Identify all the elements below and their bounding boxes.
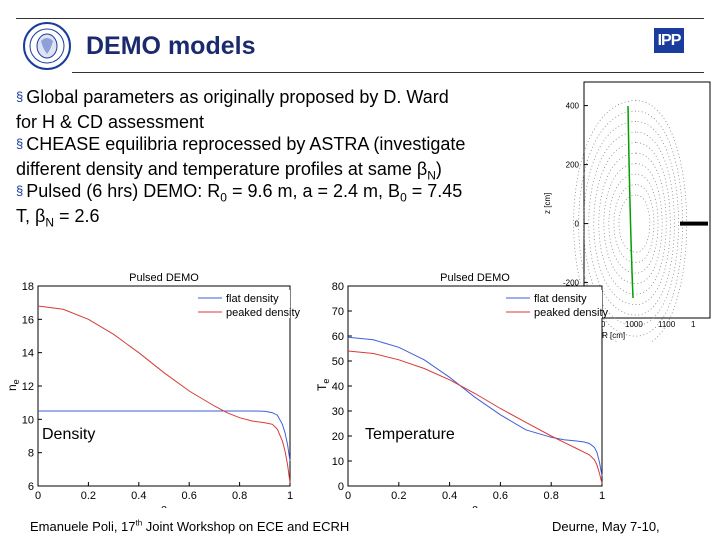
launcher-marker [680, 221, 708, 226]
flux-surface [588, 131, 675, 316]
subscript: 0 [220, 190, 227, 205]
bullet-item-global-parameters: § Global parameters as originally propose… [16, 86, 466, 133]
density-panel-label: Density [40, 426, 98, 444]
legend-entry: peaked density [534, 307, 608, 319]
legend-entry: flat density [534, 293, 587, 305]
x-tick-label: 0.8 [232, 490, 247, 502]
x-tick-label: 0.6 [493, 490, 508, 502]
x-axis-label: ρ [472, 503, 478, 508]
x-tick-label: 0 [35, 490, 41, 502]
legend-entry: flat density [226, 293, 279, 305]
y-tick-label: 14 [22, 348, 34, 360]
x-tick-label: 1 [599, 490, 605, 502]
bullet-list: § Global parameters as originally propose… [16, 86, 466, 230]
flux-surface [613, 184, 655, 263]
ipp-logo: IPP [654, 28, 684, 53]
chart-title: Pulsed DEMO [440, 272, 510, 284]
y-tick-label: 80 [332, 281, 344, 293]
bullet-icon: § [16, 136, 24, 151]
bullet-text: ) [435, 158, 442, 179]
y-axis-label: Te [315, 379, 331, 391]
plot-frame [37, 285, 291, 487]
legend-box [502, 290, 602, 318]
bullet-icon: § [16, 89, 24, 104]
y-axis-label: z [cm] [543, 193, 552, 214]
x-tick-label: 0 [345, 490, 351, 502]
y-tick-label: 12 [22, 381, 34, 393]
subscript: 0 [400, 190, 407, 205]
x-tick-label: 0.2 [391, 490, 406, 502]
y-tick-label: 200 [566, 161, 580, 170]
y-tick-label: 16 [22, 314, 34, 326]
series-line-peaked-density [37, 305, 291, 483]
footer-author-text: Emanuele Poli, 17 [30, 519, 136, 534]
footer-author: Emanuele Poli, 17th Joint Workshop on EC… [30, 519, 349, 534]
bullet-icon: § [16, 183, 24, 198]
max-planck-seal-icon [23, 22, 71, 70]
density-profile-chart: Pulsed DEMO 6 8 10 12 14 16 18 0 0.2 0.4 0.6 0.8 1 ρ ne… [5, 272, 300, 508]
x-tick-label: 0.4 [442, 490, 457, 502]
bullet-text: Pulsed (6 hrs) DEMO: R [26, 181, 221, 201]
y-tick-label: 0 [338, 481, 344, 493]
temperature-panel-label: Temperature [363, 426, 457, 444]
y-tick-label: 30 [332, 406, 344, 418]
series-line-flat-density [38, 410, 291, 462]
x-tick-label: 1 [287, 490, 293, 502]
y-tick-label: -200 [563, 279, 580, 288]
plot-frame [347, 285, 603, 487]
temperature-profile-chart: Pulsed DEMO 0 10 20 30 40 50 60 70 80 0 0.2 0.4 0.6 0.… [315, 272, 608, 508]
bullet-item-chease: § CHEASE equilibria reprocessed by ASTRA … [16, 133, 466, 183]
superscript: th [135, 518, 143, 528]
y-tick-label: 10 [332, 456, 344, 468]
y-tick-label: 60 [332, 331, 344, 343]
subscript: N [45, 215, 55, 230]
title-underline [72, 72, 704, 73]
x-tick-label: 1000 [625, 320, 643, 329]
footer-event-text: Joint Workshop on ECE and ECRH [142, 519, 350, 534]
bullet-text: = 9.6 m, a = 2.4 m, B [226, 181, 401, 201]
bullet-item-pulsed-demo: § Pulsed (6 hrs) DEMO: R0 = 9.6 m, a = 2.… [16, 180, 466, 230]
chart-title: Pulsed DEMO [129, 272, 199, 284]
bullet-text: Global parameters as originally proposed… [16, 87, 449, 132]
x-axis-label: ρ [161, 503, 167, 508]
page-title: DEMO models [86, 32, 256, 60]
y-axis-label: ne [5, 379, 21, 391]
x-tick-label: 1 [691, 320, 696, 329]
legend-entry: peaked density [226, 307, 300, 319]
footer-location-date: Deurne, May 7-10, [552, 519, 660, 534]
y-tick-label: 0 [575, 220, 580, 229]
y-tick-label: 6 [28, 481, 34, 493]
x-tick-label: 0.8 [544, 490, 559, 502]
y-tick-label: 40 [332, 381, 344, 393]
y-tick-label: 20 [332, 431, 344, 443]
y-tick-label: 10 [22, 414, 34, 426]
x-tick-label: 0.2 [81, 490, 96, 502]
y-tick-label: 70 [332, 306, 344, 318]
x-tick-label: 1100 [658, 320, 676, 329]
y-tick-label: 18 [22, 281, 34, 293]
y-tick-label: 8 [28, 448, 34, 460]
y-tick-label: 400 [566, 102, 580, 111]
x-tick-label: 0.6 [182, 490, 197, 502]
y-axis-label-subscript: e [11, 379, 21, 384]
bullet-text: = 7.45 T, β [16, 181, 463, 226]
x-tick-label: 0.4 [131, 490, 146, 502]
y-axis-label-subscript: e [321, 379, 331, 384]
flux-surface [593, 142, 671, 305]
ec-beam-ray [627, 105, 634, 299]
x-axis-label: R [cm] [602, 331, 625, 340]
header-top-rule [16, 18, 704, 19]
subscript: N [427, 168, 436, 183]
series-line-flat-density [347, 336, 603, 477]
bullet-text: = 2.6 [54, 205, 100, 226]
series-line-peaked-density [347, 350, 603, 484]
y-tick-label: 50 [332, 356, 344, 368]
legend-box [194, 290, 290, 318]
bullet-text: CHEASE equilibria reprocessed by ASTRA (… [16, 134, 466, 179]
